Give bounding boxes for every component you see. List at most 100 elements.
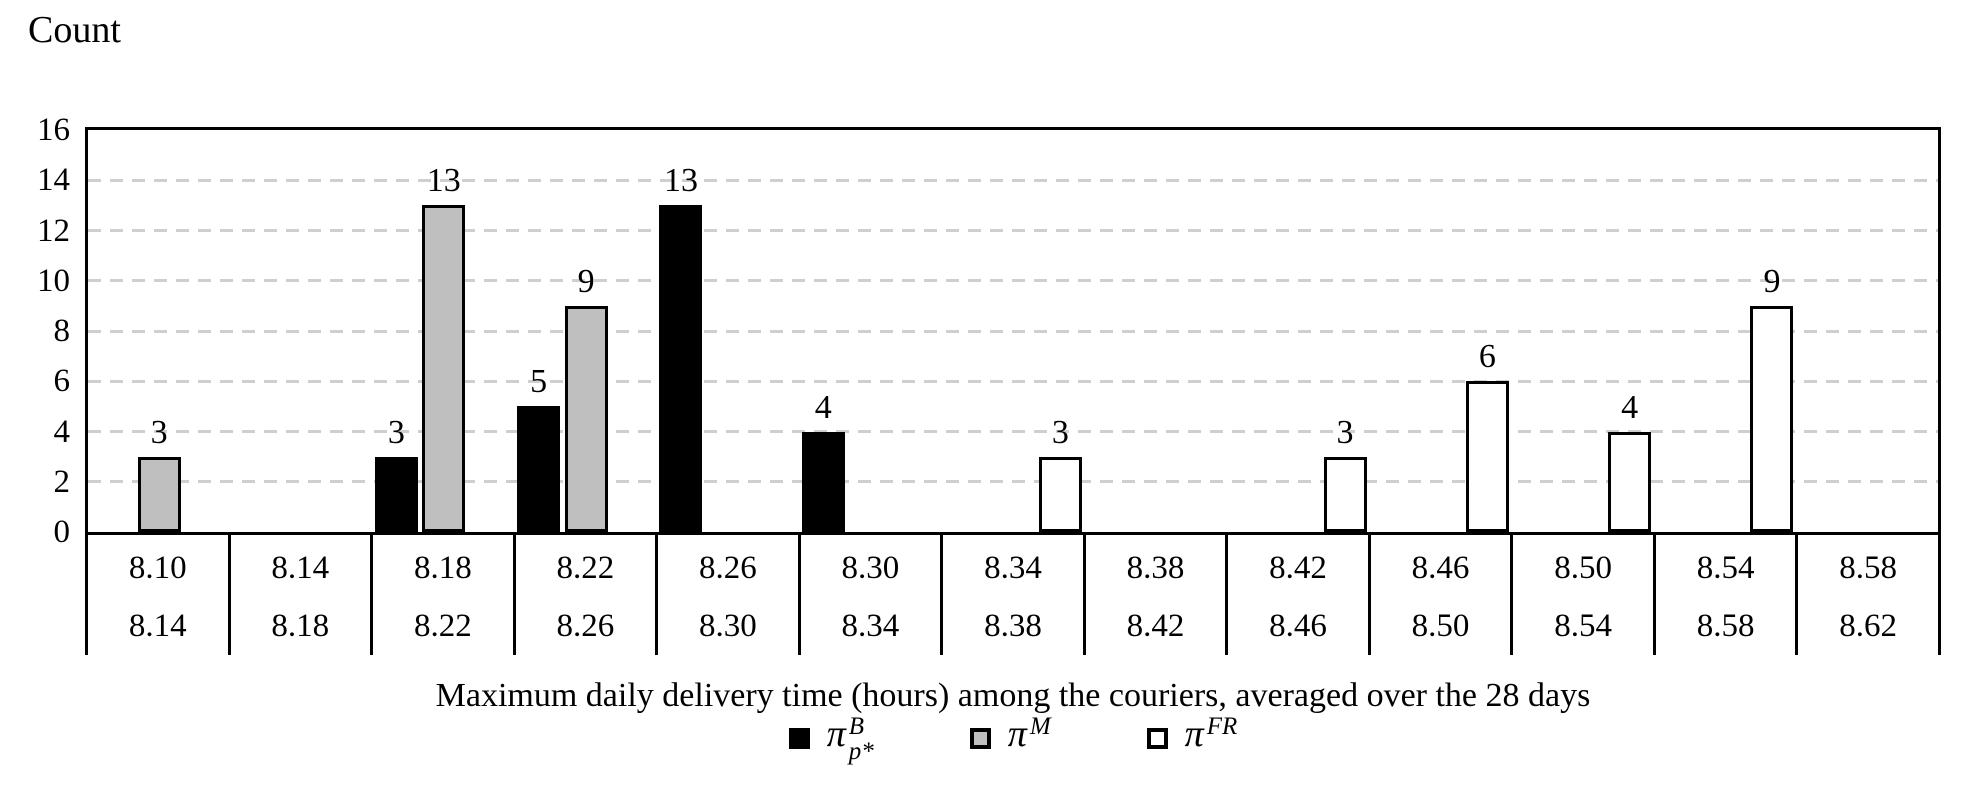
bar-piFR-bin6 xyxy=(1038,456,1082,532)
gridline-y6 xyxy=(88,379,1938,383)
bar-value-label: 13 xyxy=(663,162,698,200)
x-bin-low: 8.50 xyxy=(1554,550,1612,586)
x-bin-high: 8.46 xyxy=(1269,608,1327,644)
x-bin-cell-4: 8.26 8.30 xyxy=(658,535,801,655)
x-bin-low: 8.54 xyxy=(1696,550,1755,586)
x-bin-high: 8.38 xyxy=(984,608,1042,644)
bar-piFR-bin11 xyxy=(1750,305,1794,532)
bar-piFR-bin9 xyxy=(1465,381,1509,532)
x-bin-high: 8.22 xyxy=(413,608,472,644)
gridline-y2 xyxy=(88,480,1938,484)
x-bin-high: 8.18 xyxy=(271,608,330,644)
x-bin-cell-12: 8.58 8.62 xyxy=(1798,535,1941,655)
x-axis-bin-labels: 8.10 8.14 8.14 8.18 8.18 8.22 8.22 8.26 8.26 8.30… xyxy=(85,535,1941,655)
x-bin-high: 8.50 xyxy=(1411,608,1470,644)
legend-marker-piFR xyxy=(1146,728,1168,749)
legend-script-stack: FR xyxy=(1207,714,1238,764)
x-bin-cell-9: 8.46 8.50 xyxy=(1371,535,1514,655)
y-axis-title: Count xyxy=(28,9,121,51)
bar-piM-bin3 xyxy=(564,305,608,532)
x-bin-low: 8.30 xyxy=(841,550,900,586)
y-tick-label-12: 12 xyxy=(37,212,70,249)
x-bin-high: 8.54 xyxy=(1554,608,1612,644)
legend-superscript: B xyxy=(848,713,865,740)
bar-value-label: 3 xyxy=(150,413,168,451)
bar-value-label: 3 xyxy=(387,413,405,451)
bar-piM-bin0 xyxy=(137,456,181,532)
gridline-y4 xyxy=(88,430,1938,433)
y-tick-label-8: 8 xyxy=(53,313,71,349)
x-bin-high: 8.58 xyxy=(1696,608,1755,644)
legend-label-piFR: π FR xyxy=(1185,712,1238,764)
legend-superscript: M xyxy=(1029,713,1051,740)
legend-subscript: p* xyxy=(848,738,874,765)
legend-symbol: π xyxy=(826,713,846,755)
x-bin-low: 8.14 xyxy=(271,550,330,586)
gridline-y14 xyxy=(88,178,1938,182)
bar-value-label: 3 xyxy=(1051,413,1069,451)
bar-piB-bin2 xyxy=(374,456,418,532)
x-bin-low: 8.34 xyxy=(984,550,1042,586)
bar-value-label: 4 xyxy=(814,388,832,426)
x-bin-cell-7: 8.38 8.42 xyxy=(1086,535,1229,655)
x-bin-cell-8: 8.42 8.46 xyxy=(1228,535,1371,655)
x-bin-high: 8.42 xyxy=(1126,608,1185,644)
x-bin-low: 8.10 xyxy=(128,550,187,586)
legend-subscript xyxy=(1030,739,1051,764)
x-bin-cell-2: 8.18 8.22 xyxy=(373,535,516,655)
bar-piB-bin3 xyxy=(517,406,561,532)
y-tick-label-14: 14 xyxy=(37,162,70,199)
legend-subscript xyxy=(1207,739,1238,764)
legend-superscript: FR xyxy=(1206,713,1238,740)
plot-area: 3 3 13 5 9 13 4 3 3 6 4 9 xyxy=(85,127,1941,535)
bar-value-label: 6 xyxy=(1478,338,1496,376)
bar-value-label: 4 xyxy=(1621,388,1639,426)
x-bin-high: 8.26 xyxy=(556,608,615,644)
legend-symbol: π xyxy=(1007,713,1027,755)
y-tick-label-2: 2 xyxy=(53,463,71,500)
y-tick-label-0: 0 xyxy=(53,514,71,550)
bar-piM-bin2 xyxy=(422,205,466,532)
x-bin-cell-11: 8.54 8.58 xyxy=(1656,535,1799,655)
bar-value-label: 9 xyxy=(1763,262,1781,300)
bar-value-label: 13 xyxy=(426,162,461,200)
x-bin-low: 8.58 xyxy=(1839,550,1898,586)
x-bin-cell-6: 8.34 8.38 xyxy=(943,535,1086,655)
x-bin-low: 8.46 xyxy=(1411,550,1470,586)
x-bin-high: 8.34 xyxy=(841,608,900,644)
x-bin-cell-0: 8.10 8.14 xyxy=(85,535,231,655)
bar-value-label: 5 xyxy=(530,363,548,401)
legend-symbol: π xyxy=(1184,713,1204,755)
x-bin-low: 8.38 xyxy=(1126,550,1185,586)
x-axis-title: Maximum daily delivery time (hours) amon… xyxy=(435,677,1591,714)
y-tick-label-10: 10 xyxy=(37,262,70,299)
gridline-y12 xyxy=(88,229,1938,232)
y-tick-label-4: 4 xyxy=(53,413,71,450)
bar-piB-bin4 xyxy=(659,205,703,532)
legend-script-stack: M xyxy=(1030,714,1051,764)
y-tick-label-16: 16 xyxy=(37,112,70,148)
x-bin-cell-1: 8.14 8.18 xyxy=(231,535,374,655)
x-bin-low: 8.26 xyxy=(699,550,757,586)
x-bin-high: 8.30 xyxy=(699,608,757,644)
x-bin-low: 8.42 xyxy=(1269,550,1327,586)
x-bin-high: 8.62 xyxy=(1839,608,1898,644)
legend-marker-piB xyxy=(788,728,810,749)
bar-piB-bin5 xyxy=(801,431,845,532)
bar-value-label: 9 xyxy=(577,262,595,300)
bar-piFR-bin10 xyxy=(1608,431,1652,532)
gridline-y8 xyxy=(88,329,1938,333)
x-bin-low: 8.18 xyxy=(413,550,472,586)
x-bin-cell-5: 8.30 8.34 xyxy=(801,535,944,655)
y-tick-label-6: 6 xyxy=(53,363,71,400)
x-bin-high: 8.14 xyxy=(128,608,187,644)
x-bin-low: 8.22 xyxy=(556,550,615,586)
bar-piFR-bin8 xyxy=(1323,456,1367,532)
